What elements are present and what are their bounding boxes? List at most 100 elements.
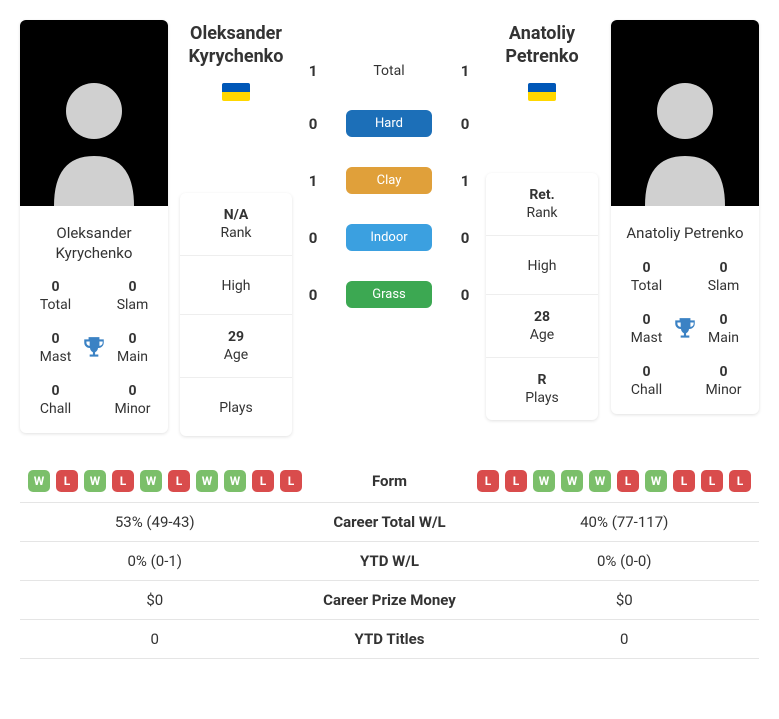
compare-prize-label: Career Prize Money: [290, 591, 490, 609]
trophy-icon: [81, 335, 107, 361]
p1-hard: 0: [304, 115, 322, 133]
stat-minor: 0Minor: [698, 364, 749, 398]
stat-slam: 0Slam: [107, 279, 158, 313]
center-column: Oleksander Kyrychenko N/ARank High 29Age…: [180, 20, 599, 436]
surface-indoor-row: 0 Indoor 0: [304, 224, 474, 251]
surface-total-row: 1 Total 1: [304, 62, 474, 80]
p2-prize: $0: [490, 591, 760, 609]
stat-total: 0Total: [621, 260, 672, 294]
player-silhouette-icon: [44, 66, 144, 206]
form-loss-badge: L: [673, 470, 695, 492]
p1-clay: 1: [304, 172, 322, 190]
rank-age: 28Age: [486, 295, 598, 358]
p2-form: LLWWWLWLLL: [477, 470, 759, 492]
stat-chall: 0Chall: [30, 383, 81, 417]
player1-photo: [20, 20, 168, 206]
stat-main: 0Main: [107, 331, 158, 365]
compare-career-wl-label: Career Total W/L: [290, 513, 490, 531]
player1-header-name: Oleksander Kyrychenko: [180, 22, 292, 69]
compare-table: WLWLWLWWLL Form LLWWWLWLLL 53% (49-43) C…: [20, 460, 759, 659]
p2-ytd-titles: 0: [490, 630, 760, 648]
form-loss-badge: L: [505, 470, 527, 492]
rank-plays: RPlays: [486, 358, 598, 420]
player2-photo: [611, 20, 759, 206]
form-loss-badge: L: [280, 470, 302, 492]
surface-column: 1 Total 1 0 Hard 0 1 Clay 1 0 Indoor 0 0: [304, 20, 474, 338]
stat-total: 0Total: [30, 279, 81, 313]
rank-high: High: [486, 236, 598, 295]
player2-card: Anatoliy Petrenko 0Total 0Slam 0Mast 0Ma…: [611, 20, 759, 414]
compare-form-label: Form: [302, 472, 477, 490]
compare-form-row: WLWLWLWWLL Form LLWWWLWLLL: [20, 460, 759, 503]
p2-grass: 0: [456, 286, 474, 304]
compare-ytd-titles-row: 0 YTD Titles 0: [20, 620, 759, 659]
form-loss-badge: L: [252, 470, 274, 492]
surface-grass-pill: Grass: [346, 281, 432, 308]
rank-current: N/ARank: [180, 193, 292, 256]
p2-hard: 0: [456, 115, 474, 133]
form-win-badge: W: [645, 470, 667, 492]
p1-ytd-titles: 0: [20, 630, 290, 648]
surface-total-label: Total: [352, 63, 426, 79]
form-win-badge: W: [224, 470, 246, 492]
player2-rank-card: Ret.Rank High 28Age RPlays: [486, 173, 598, 420]
form-loss-badge: L: [701, 470, 723, 492]
surface-clay-row: 1 Clay 1: [304, 167, 474, 194]
stat-mast: 0Mast: [30, 331, 81, 365]
player1-titles-grid: 0Total 0Slam 0Mast 0Main 0Chall 0Minor: [20, 275, 168, 433]
surface-hard-row: 0 Hard 0: [304, 110, 474, 137]
surface-clay-pill: Clay: [346, 167, 432, 194]
surface-grass-row: 0 Grass 0: [304, 281, 474, 308]
player-silhouette-icon: [635, 66, 735, 206]
top-section: Oleksander Kyrychenko 0Total 0Slam 0Mast…: [20, 20, 759, 436]
rank-current: Ret.Rank: [486, 173, 598, 236]
trophy-icon: [672, 316, 698, 342]
p1-form: WLWLWLWWLL: [20, 470, 302, 492]
ukraine-flag-icon: [222, 83, 250, 101]
p2-clay: 1: [456, 172, 474, 190]
rank-high: High: [180, 256, 292, 315]
rank-plays: Plays: [180, 378, 292, 436]
p1-ytd-wl: 0% (0-1): [20, 552, 290, 570]
p2-indoor: 0: [456, 229, 474, 247]
p1-total: 1: [304, 62, 322, 80]
form-loss-badge: L: [56, 470, 78, 492]
player2-titles-grid: 0Total 0Slam 0Mast 0Main 0Chall 0Minor: [611, 256, 759, 414]
stat-main: 0Main: [698, 312, 749, 346]
form-loss-badge: L: [729, 470, 751, 492]
player2-header-name: Anatoliy Petrenko: [486, 22, 598, 69]
compare-career-wl-row: 53% (49-43) Career Total W/L 40% (77-117…: [20, 503, 759, 542]
form-win-badge: W: [589, 470, 611, 492]
player1-rank-card: N/ARank High 29Age Plays: [180, 193, 292, 436]
stat-minor: 0Minor: [107, 383, 158, 417]
form-loss-badge: L: [617, 470, 639, 492]
p2-career-wl: 40% (77-117): [490, 513, 760, 531]
surface-indoor-pill: Indoor: [346, 224, 432, 251]
form-win-badge: W: [84, 470, 106, 492]
form-loss-badge: L: [112, 470, 134, 492]
form-win-badge: W: [140, 470, 162, 492]
form-win-badge: W: [533, 470, 555, 492]
compare-ytd-titles-label: YTD Titles: [290, 630, 490, 648]
p1-prize: $0: [20, 591, 290, 609]
form-win-badge: W: [561, 470, 583, 492]
p2-total: 1: [456, 62, 474, 80]
p1-grass: 0: [304, 286, 322, 304]
p1-indoor: 0: [304, 229, 322, 247]
player2-header: Anatoliy Petrenko: [486, 20, 598, 105]
player1-name: Oleksander Kyrychenko: [20, 206, 168, 275]
rank-age: 29Age: [180, 315, 292, 378]
player1-header: Oleksander Kyrychenko: [180, 20, 292, 105]
p2-ytd-wl: 0% (0-0): [490, 552, 760, 570]
compare-ytd-wl-row: 0% (0-1) YTD W/L 0% (0-0): [20, 542, 759, 581]
compare-ytd-wl-label: YTD W/L: [290, 552, 490, 570]
form-loss-badge: L: [477, 470, 499, 492]
stat-slam: 0Slam: [698, 260, 749, 294]
form-win-badge: W: [196, 470, 218, 492]
player2-name: Anatoliy Petrenko: [611, 206, 759, 256]
compare-prize-row: $0 Career Prize Money $0: [20, 581, 759, 620]
surface-hard-pill: Hard: [346, 110, 432, 137]
stat-mast: 0Mast: [621, 312, 672, 346]
player1-card: Oleksander Kyrychenko 0Total 0Slam 0Mast…: [20, 20, 168, 433]
ukraine-flag-icon: [528, 83, 556, 101]
